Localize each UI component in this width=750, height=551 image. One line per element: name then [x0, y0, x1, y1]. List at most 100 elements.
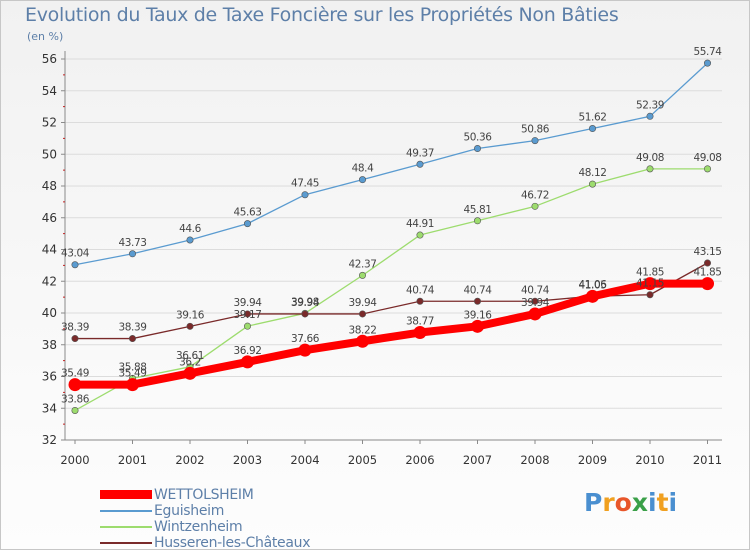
legend-swatch-eguisheim — [100, 510, 152, 512]
legend-swatch-wettolsheim — [100, 490, 152, 499]
data-point — [646, 165, 654, 173]
data-label: 41.85 — [636, 267, 664, 279]
data-label: 38.39 — [118, 322, 146, 334]
data-label: 37.66 — [291, 333, 320, 345]
data-label: 47.45 — [291, 178, 319, 190]
data-point — [703, 259, 711, 267]
data-label: 36.61 — [176, 350, 204, 362]
data-label: 33.86 — [61, 393, 90, 405]
legend-label-husseren: Husseren-les-Châteaux — [154, 535, 311, 551]
data-label: 39.16 — [463, 309, 492, 321]
data-label: 41.85 — [693, 267, 721, 279]
data-label: 40.74 — [406, 284, 435, 296]
x-tick-label: 2004 — [290, 453, 319, 467]
data-point — [358, 310, 366, 318]
y-tick-label: 34 — [42, 401, 57, 415]
legend-label-eguisheim: Eguisheim — [154, 503, 225, 519]
data-point — [531, 297, 539, 305]
data-point — [701, 277, 714, 291]
data-point — [416, 231, 424, 239]
data-point — [129, 335, 137, 343]
data-label: 41.15 — [636, 278, 664, 290]
data-label: 35.49 — [118, 368, 146, 380]
data-label: 43.73 — [118, 237, 146, 249]
data-label: 38.39 — [61, 322, 89, 334]
data-point — [358, 176, 366, 184]
data-point — [471, 319, 484, 333]
data-label: 50.86 — [521, 124, 550, 136]
data-point — [301, 191, 309, 199]
series-line-3 — [74, 262, 709, 340]
data-label: 39.94 — [521, 297, 550, 309]
data-point — [129, 250, 137, 258]
data-label: 39.16 — [176, 309, 205, 321]
data-label: 39.98 — [291, 296, 319, 308]
series-line-1 — [74, 62, 709, 266]
data-point — [528, 307, 542, 321]
y-tick-label: 36 — [42, 370, 57, 384]
data-point — [473, 145, 481, 153]
data-label: 38.22 — [348, 324, 376, 336]
logo-letter: i — [668, 488, 678, 517]
data-point — [244, 310, 252, 318]
data-point — [703, 59, 711, 67]
data-label: 38.77 — [406, 316, 434, 328]
data-point — [71, 335, 79, 343]
x-tick-label: 2006 — [405, 453, 434, 467]
x-tick-label: 2008 — [520, 453, 549, 467]
x-tick-label: 2001 — [118, 453, 147, 467]
y-tick-label: 44 — [42, 243, 57, 257]
data-point — [588, 180, 596, 188]
x-tick-label: 2003 — [233, 453, 262, 467]
x-tick-label: 2005 — [348, 453, 377, 467]
y-tick-label: 40 — [42, 306, 57, 320]
series-line-2 — [74, 168, 709, 412]
data-point — [531, 137, 539, 145]
series-line-0 — [71, 279, 712, 389]
data-point — [703, 165, 711, 173]
logo-letter: o — [614, 488, 632, 517]
data-point — [183, 366, 197, 380]
data-point — [298, 343, 312, 357]
proxiti-logo: Proxiti — [584, 488, 677, 517]
data-label: 45.63 — [233, 207, 261, 219]
y-tick-label: 50 — [42, 147, 57, 161]
data-point — [358, 271, 366, 279]
data-label: 36.92 — [233, 345, 261, 357]
data-point — [241, 355, 254, 369]
y-tick-label: 48 — [42, 179, 57, 193]
data-point — [416, 160, 424, 168]
data-label: 45.81 — [463, 204, 491, 216]
data-label: 40.74 — [463, 284, 492, 296]
x-tick-label: 2010 — [635, 453, 664, 467]
legend-swatch-husseren — [100, 542, 152, 544]
legend-label-wintzenheim: Wintzenheim — [154, 519, 243, 535]
data-label: 46.72 — [521, 189, 549, 201]
data-point — [356, 334, 369, 348]
data-label: 49.37 — [406, 147, 434, 159]
data-label: 39.17 — [233, 309, 261, 321]
data-label: 43.04 — [61, 248, 90, 260]
chart-title: Evolution du Taux de Taxe Foncière sur l… — [25, 4, 619, 26]
data-label: 36.2 — [179, 356, 201, 368]
x-tick-label: 2002 — [175, 453, 204, 467]
data-label: 42.37 — [348, 258, 376, 270]
data-label: 55.74 — [693, 46, 722, 58]
data-point — [531, 202, 539, 210]
legend-swatch-wintzenheim — [100, 526, 152, 528]
data-label: 48.12 — [578, 167, 606, 179]
data-label: 44.91 — [406, 218, 434, 230]
y-unit-label: (en %) — [27, 30, 64, 43]
data-label: 39.94 — [291, 297, 320, 309]
data-point — [71, 261, 79, 269]
data-point — [588, 125, 596, 133]
data-point — [646, 291, 654, 299]
logo-letter: r — [602, 488, 615, 517]
y-tick-label: 46 — [42, 211, 57, 225]
logo-letter: P — [584, 488, 603, 517]
data-point — [186, 236, 194, 244]
y-tick-label: 56 — [42, 52, 57, 66]
data-point — [71, 406, 79, 414]
data-label: 43.15 — [693, 246, 721, 258]
